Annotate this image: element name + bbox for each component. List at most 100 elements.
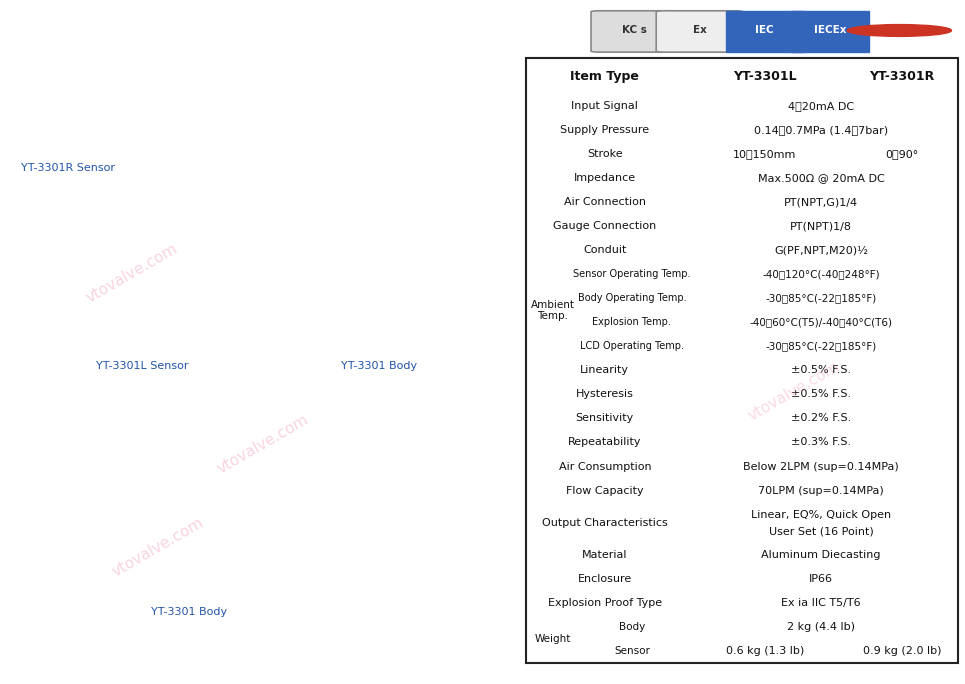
Text: Enclosure: Enclosure — [578, 575, 632, 584]
Text: Ex: Ex — [693, 25, 706, 36]
Text: LCD Operating Temp.: LCD Operating Temp. — [580, 341, 684, 352]
Text: Air Connection: Air Connection — [564, 197, 646, 207]
Bar — [684, 640, 846, 663]
Text: Supply Pressure: Supply Pressure — [561, 125, 649, 135]
Text: Max.500Ω @ 20mA DC: Max.500Ω @ 20mA DC — [758, 173, 884, 183]
Bar — [526, 58, 684, 94]
Bar — [684, 166, 958, 190]
Text: 70LPM (sup=0.14MPa): 70LPM (sup=0.14MPa) — [758, 486, 884, 495]
Text: G(PF,NPT,M20)½: G(PF,NPT,M20)½ — [774, 246, 868, 255]
Bar — [684, 94, 958, 118]
Bar — [684, 543, 958, 568]
Bar — [684, 142, 846, 166]
Text: IEC: IEC — [756, 25, 774, 36]
Text: Input Signal: Input Signal — [571, 101, 638, 111]
Text: Ambient
Temp.: Ambient Temp. — [531, 300, 575, 321]
Text: -30～85°C(-22～185°F): -30～85°C(-22～185°F) — [765, 293, 876, 304]
Bar — [526, 214, 684, 238]
Bar — [580, 263, 684, 287]
Bar — [846, 142, 958, 166]
Bar — [684, 287, 958, 311]
Text: Linear, EQ%, Quick Open: Linear, EQ%, Quick Open — [751, 510, 891, 520]
Text: -40～120°C(-40～248°F): -40～120°C(-40～248°F) — [762, 269, 880, 279]
FancyBboxPatch shape — [591, 11, 677, 52]
Bar — [580, 616, 684, 640]
Bar — [580, 640, 684, 663]
Text: Explosion Proof Type: Explosion Proof Type — [548, 598, 662, 609]
Text: PT(NPT)1/8: PT(NPT)1/8 — [790, 222, 852, 231]
Text: User Set (16 Point): User Set (16 Point) — [768, 526, 873, 536]
Bar — [526, 190, 684, 214]
Text: YT-3301R Sensor: YT-3301R Sensor — [21, 163, 116, 172]
FancyBboxPatch shape — [791, 11, 869, 52]
FancyBboxPatch shape — [656, 11, 743, 52]
Text: vtovalve.com: vtovalve.com — [83, 241, 179, 306]
Bar — [526, 166, 684, 190]
Text: Stroke: Stroke — [587, 149, 622, 159]
Bar — [684, 238, 958, 263]
Bar — [684, 263, 958, 287]
Circle shape — [847, 25, 951, 36]
Bar — [684, 503, 958, 543]
Bar — [526, 358, 684, 382]
Bar — [684, 382, 958, 406]
Text: 4～20mA DC: 4～20mA DC — [787, 101, 854, 111]
Text: Linearity: Linearity — [580, 365, 629, 376]
Bar — [526, 238, 684, 263]
Text: ±0.3% F.S.: ±0.3% F.S. — [791, 438, 851, 447]
Bar — [526, 503, 684, 543]
Bar — [684, 454, 958, 479]
Text: IECEx: IECEx — [813, 25, 846, 36]
Bar — [684, 616, 958, 640]
Text: Sensor: Sensor — [614, 646, 649, 657]
Text: 10～150mm: 10～150mm — [733, 149, 796, 159]
Text: Material: Material — [582, 551, 627, 560]
Bar — [526, 94, 684, 118]
Text: Item Type: Item Type — [570, 70, 639, 83]
Bar — [846, 640, 958, 663]
Text: 0.9 kg (2.0 lb): 0.9 kg (2.0 lb) — [863, 646, 941, 657]
Text: Repeatability: Repeatability — [568, 438, 642, 447]
Text: YT-3301 Body: YT-3301 Body — [152, 607, 228, 617]
Text: YT-3301L Sensor: YT-3301L Sensor — [96, 361, 188, 371]
Bar — [684, 479, 958, 503]
Text: vtovalve.com: vtovalve.com — [109, 515, 207, 579]
Text: 0.6 kg (1.3 lb): 0.6 kg (1.3 lb) — [726, 646, 804, 657]
Bar — [526, 263, 580, 358]
Text: Explosion Temp.: Explosion Temp. — [593, 317, 672, 328]
Bar — [526, 142, 684, 166]
Bar — [526, 479, 684, 503]
Bar — [684, 358, 958, 382]
Bar — [684, 406, 958, 430]
Text: KC s: KC s — [622, 25, 647, 36]
Bar — [580, 311, 684, 334]
Bar — [526, 543, 684, 568]
Text: Gauge Connection: Gauge Connection — [553, 222, 656, 231]
Bar — [846, 58, 958, 94]
Bar — [526, 118, 684, 142]
Text: ±0.5% F.S.: ±0.5% F.S. — [791, 365, 851, 376]
Text: YT-3301L: YT-3301L — [733, 70, 796, 83]
Text: Below 2LPM (sup=0.14MPa): Below 2LPM (sup=0.14MPa) — [743, 462, 898, 471]
Text: Sensor Operating Temp.: Sensor Operating Temp. — [573, 269, 691, 279]
Text: YT-3301 Body: YT-3301 Body — [341, 361, 417, 371]
Bar — [526, 430, 684, 454]
Text: Body Operating Temp.: Body Operating Temp. — [577, 293, 686, 304]
Bar — [684, 430, 958, 454]
Bar — [684, 214, 958, 238]
Text: IP66: IP66 — [809, 575, 833, 584]
Bar — [526, 454, 684, 479]
Text: Output Characteristics: Output Characteristics — [542, 518, 668, 528]
Text: -30～85°C(-22～185°F): -30～85°C(-22～185°F) — [765, 341, 876, 352]
Text: Flow Capacity: Flow Capacity — [566, 486, 644, 495]
Text: ±0.5% F.S.: ±0.5% F.S. — [791, 389, 851, 399]
Bar — [684, 311, 958, 334]
Bar — [526, 592, 684, 616]
Text: -40～60°C(T5)/-40～40°C(T6): -40～60°C(T5)/-40～40°C(T6) — [750, 317, 893, 328]
Text: 0～90°: 0～90° — [886, 149, 919, 159]
Text: PT(NPT,G)1/4: PT(NPT,G)1/4 — [784, 197, 858, 207]
Text: 2 kg (4.4 lb): 2 kg (4.4 lb) — [787, 622, 855, 633]
Bar — [580, 334, 684, 358]
Bar — [684, 568, 958, 592]
Bar — [684, 334, 958, 358]
